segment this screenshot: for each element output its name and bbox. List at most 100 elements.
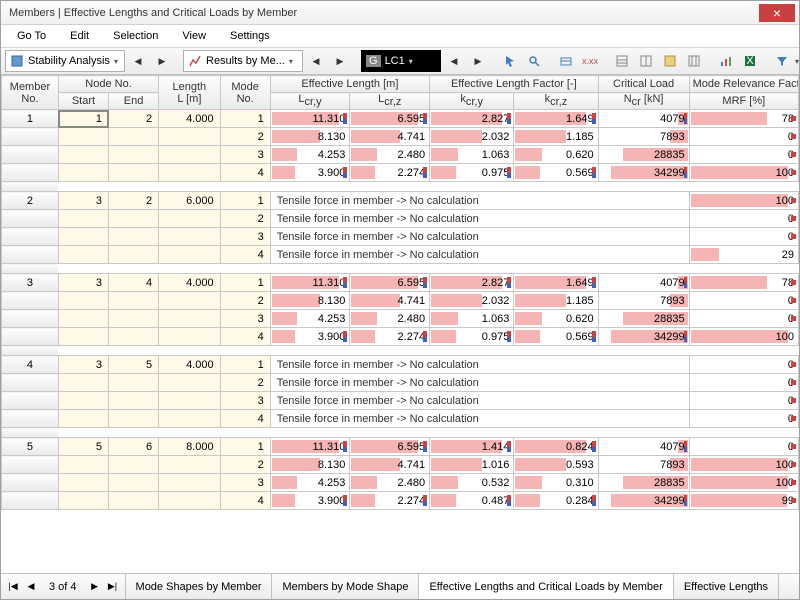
table-row[interactable]: 2Tensile force in member -> No calculati… [2,374,799,392]
mode-cell[interactable]: 4 [220,164,270,182]
col-ncr[interactable]: Ncr [kN] [598,93,689,110]
mrf-cell[interactable]: 100 [689,456,798,474]
end-cell[interactable]: 2 [109,110,159,128]
col-lcz[interactable]: Lcr,z [350,93,430,110]
value-cell[interactable]: 1.185 [514,128,598,146]
row-header[interactable] [2,410,59,428]
table-row[interactable]: 34.2532.4800.5320.31028835100 [2,474,799,492]
analysis-dropdown[interactable]: Stability Analysis ▾ [5,50,125,72]
sheet-tab[interactable]: Effective Lengths and Critical Loads by … [419,574,673,599]
start-cell[interactable]: 3 [58,356,108,374]
length-cell[interactable]: 8.000 [159,438,220,456]
excel-icon[interactable]: X [739,50,761,72]
table-row[interactable]: 34.2532.4801.0630.620288350 [2,310,799,328]
mrf-cell[interactable]: 0 [689,356,798,374]
ncr-cell[interactable]: 28835 [598,146,689,164]
value-cell[interactable]: 8.130 [270,292,350,310]
col-critical[interactable]: Critical Load [598,76,689,93]
value-cell[interactable]: 2.274 [350,328,430,346]
nav-last[interactable]: ▶| [105,581,121,592]
value-cell[interactable]: 11.310 [270,274,350,292]
value-cell[interactable]: 8.130 [270,128,350,146]
table-row[interactable]: 3344.000111.3106.5952.8271.649407978 [2,274,799,292]
row-header[interactable]: 5 [2,438,59,456]
row-header[interactable] [2,310,59,328]
value-cell[interactable]: 2.827 [430,110,514,128]
value-cell[interactable]: 0.569 [514,164,598,182]
table-row[interactable]: 3Tensile force in member -> No calculati… [2,228,799,246]
mrf-cell[interactable]: 78 [689,274,798,292]
start-cell[interactable]: 1 [58,110,108,128]
value-cell[interactable]: 0.532 [430,474,514,492]
view-tool-icon[interactable] [555,50,577,72]
prev-button[interactable]: ◀ [127,50,149,72]
length-cell[interactable]: 4.000 [159,356,220,374]
start-cell[interactable]: 3 [58,274,108,292]
start-cell[interactable]: 5 [58,438,108,456]
mrf-cell[interactable]: 0 [689,410,798,428]
length-cell[interactable]: 4.000 [159,110,220,128]
grid4-icon[interactable] [683,50,705,72]
grid3-icon[interactable] [659,50,681,72]
value-cell[interactable]: 2.274 [350,164,430,182]
mode-cell[interactable]: 4 [220,492,270,510]
length-cell[interactable]: 6.000 [159,192,220,210]
length-cell[interactable]: 4.000 [159,274,220,292]
value-cell[interactable]: 3.900 [270,492,350,510]
lc-next[interactable]: ▶ [467,50,489,72]
value-cell[interactable]: 3.900 [270,328,350,346]
col-kcy[interactable]: kcr,y [430,93,514,110]
mode-cell[interactable]: 1 [220,356,270,374]
mode-cell[interactable]: 1 [220,274,270,292]
mode-cell[interactable]: 3 [220,310,270,328]
ncr-cell[interactable]: 28835 [598,310,689,328]
row-header[interactable]: 4 [2,356,59,374]
value-cell[interactable]: 2.032 [430,128,514,146]
select-tool-icon[interactable] [499,50,521,72]
mrf-cell[interactable]: 0 [689,310,798,328]
menu-selection[interactable]: Selection [103,28,168,44]
decimals-icon[interactable]: x.xx [579,50,601,72]
value-cell[interactable]: 11.310 [270,110,350,128]
col-mode-no[interactable]: ModeNo. [220,76,270,110]
mode-cell[interactable]: 2 [220,292,270,310]
mode-cell[interactable]: 3 [220,474,270,492]
value-cell[interactable]: 4.253 [270,146,350,164]
row-header[interactable] [2,456,59,474]
row-header[interactable] [2,328,59,346]
col-lcy[interactable]: Lcr,y [270,93,350,110]
col-end[interactable]: End [109,93,159,110]
close-button[interactable]: × [759,4,795,22]
row-header[interactable]: 3 [2,274,59,292]
ncr-cell[interactable]: 4079 [598,110,689,128]
mrf-cell[interactable]: 0 [689,210,798,228]
ncr-cell[interactable]: 4079 [598,438,689,456]
value-cell[interactable]: 2.480 [350,474,430,492]
table-row[interactable]: 1124.000111.3106.5952.8271.649407978 [2,110,799,128]
ncr-cell[interactable]: 7893 [598,456,689,474]
row-header[interactable] [2,210,59,228]
mode-cell[interactable]: 1 [220,110,270,128]
end-cell[interactable]: 6 [109,438,159,456]
mrf-cell[interactable]: 0 [689,392,798,410]
mode-cell[interactable]: 2 [220,128,270,146]
table-row[interactable]: 28.1304.7412.0321.18578930 [2,128,799,146]
table-row[interactable]: 4Tensile force in member -> No calculati… [2,246,799,264]
value-cell[interactable]: 4.741 [350,456,430,474]
value-cell[interactable]: 0.284 [514,492,598,510]
col-eff-factor[interactable]: Effective Length Factor [-] [430,76,599,93]
row-header[interactable]: 1 [2,110,59,128]
table-row[interactable]: 4354.0001Tensile force in member -> No c… [2,356,799,374]
table-row[interactable]: 2Tensile force in member -> No calculati… [2,210,799,228]
mrf-cell[interactable]: 100 [689,192,798,210]
mrf-cell[interactable]: 100 [689,474,798,492]
results-grid[interactable]: MemberNo. Node No. LengthL [m] ModeNo. E… [1,75,799,573]
value-cell[interactable]: 0.620 [514,146,598,164]
row-header[interactable] [2,292,59,310]
row-header[interactable] [2,164,59,182]
value-cell[interactable]: 0.975 [430,164,514,182]
sheet-tab[interactable]: Mode Shapes by Member [126,574,273,599]
end-cell[interactable]: 5 [109,356,159,374]
col-node-no[interactable]: Node No. [58,76,158,93]
chart-icon[interactable] [715,50,737,72]
